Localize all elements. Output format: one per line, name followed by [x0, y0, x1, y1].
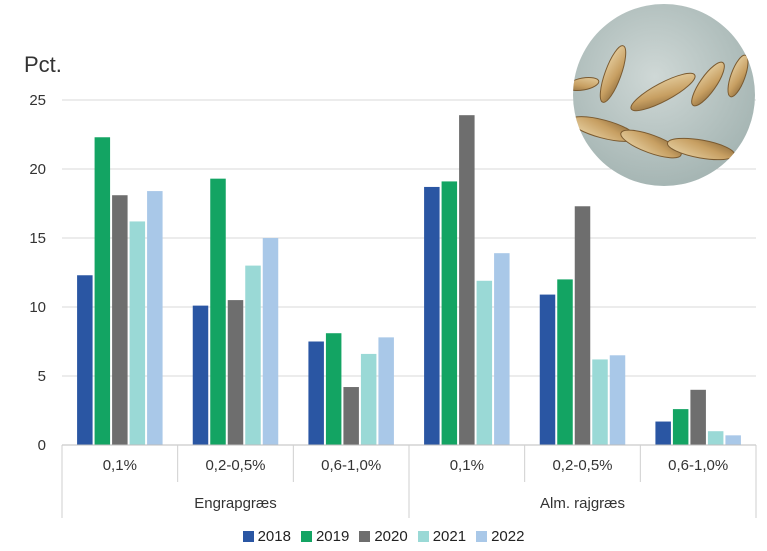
- bar-2018: [424, 187, 440, 445]
- group-label: Alm. rajgræs: [540, 495, 625, 512]
- bar-2022: [147, 191, 163, 445]
- legend-label: 2021: [433, 528, 466, 545]
- bar-2019: [557, 279, 573, 445]
- y-tick-label: 0: [38, 437, 46, 454]
- bar-2021: [477, 281, 493, 445]
- bar-2019: [210, 179, 226, 445]
- legend-swatch: [418, 531, 429, 542]
- bar-2022: [263, 238, 279, 445]
- legend-item-2021: 2021: [418, 528, 466, 545]
- legend-swatch: [359, 531, 370, 542]
- bar-2018: [77, 275, 93, 445]
- bar-2020: [459, 115, 475, 445]
- bar-2021: [130, 221, 146, 445]
- bar-2018: [193, 306, 209, 445]
- y-tick-label: 20: [29, 161, 46, 178]
- y-tick-label: 5: [38, 368, 46, 385]
- bar-2020: [112, 195, 128, 445]
- bar-2020: [228, 300, 244, 445]
- bar-2019: [673, 409, 689, 445]
- legend: 2018 2019 2020 2021 2022: [0, 528, 767, 545]
- legend-item-2019: 2019: [301, 528, 349, 545]
- legend-label: 2019: [316, 528, 349, 545]
- bar-2021: [592, 359, 608, 445]
- x-tick-label: 0,6-1,0%: [668, 457, 728, 474]
- legend-item-2018: 2018: [243, 528, 291, 545]
- x-tick-label: 0,2-0,5%: [552, 457, 612, 474]
- bar-2021: [245, 266, 261, 445]
- legend-swatch: [476, 531, 487, 542]
- group-label: Engrapgræs: [194, 495, 277, 512]
- bar-2020: [690, 390, 706, 445]
- bar-2018: [308, 342, 324, 446]
- legend-label: 2018: [258, 528, 291, 545]
- bar-2018: [655, 422, 671, 445]
- x-tick-label: 0,6-1,0%: [321, 457, 381, 474]
- legend-item-2022: 2022: [476, 528, 524, 545]
- bar-2019: [442, 181, 458, 445]
- x-tick-label: 0,2-0,5%: [205, 457, 265, 474]
- bar-2022: [610, 355, 626, 445]
- bar-2022: [494, 253, 510, 445]
- grass-seeds-photo: [573, 4, 755, 186]
- legend-swatch: [301, 531, 312, 542]
- x-tick-label: 0,1%: [450, 457, 484, 474]
- x-tick-label: 0,1%: [103, 457, 137, 474]
- bar-2021: [708, 431, 724, 445]
- y-tick-label: 25: [29, 92, 46, 109]
- bar-2019: [95, 137, 111, 445]
- y-tick-label: 10: [29, 299, 46, 316]
- bar-2021: [361, 354, 377, 445]
- legend-label: 2020: [374, 528, 407, 545]
- legend-item-2020: 2020: [359, 528, 407, 545]
- bar-2022: [725, 435, 741, 445]
- y-axis-label: Pct.: [24, 52, 62, 78]
- bar-2019: [326, 333, 342, 445]
- bar-2020: [343, 387, 359, 445]
- y-tick-label: 15: [29, 230, 46, 247]
- bar-2018: [540, 295, 556, 445]
- bar-2020: [575, 206, 591, 445]
- legend-label: 2022: [491, 528, 524, 545]
- legend-swatch: [243, 531, 254, 542]
- bar-2022: [378, 337, 394, 445]
